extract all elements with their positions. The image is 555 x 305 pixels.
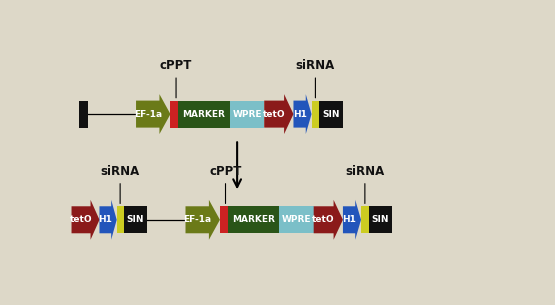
Polygon shape (314, 200, 343, 240)
Bar (228, 206, 279, 233)
Bar (170, 101, 178, 127)
Bar (369, 206, 392, 233)
Polygon shape (99, 200, 117, 240)
Text: cPPT: cPPT (209, 165, 241, 203)
Text: SIN: SIN (322, 109, 340, 119)
Text: cPPT: cPPT (160, 59, 192, 98)
Bar (117, 206, 124, 233)
Polygon shape (72, 200, 99, 240)
Text: MARKER: MARKER (232, 215, 275, 224)
Text: siRNA: siRNA (345, 165, 385, 203)
Text: SIN: SIN (127, 215, 144, 224)
Bar (124, 206, 147, 233)
Bar (361, 206, 369, 233)
Text: tetO: tetO (70, 215, 92, 224)
Text: MARKER: MARKER (183, 109, 225, 119)
Polygon shape (294, 94, 311, 134)
Text: EF-1a: EF-1a (134, 109, 162, 119)
Text: EF-1a: EF-1a (183, 215, 211, 224)
Text: WPRE: WPRE (282, 215, 311, 224)
Text: tetO: tetO (312, 215, 335, 224)
Polygon shape (136, 94, 170, 134)
Text: H1: H1 (98, 215, 112, 224)
Text: WPRE: WPRE (232, 109, 262, 119)
Bar (279, 206, 314, 233)
Text: tetO: tetO (263, 109, 285, 119)
Bar (79, 101, 88, 127)
Polygon shape (343, 200, 361, 240)
Bar (230, 101, 264, 127)
Bar (319, 101, 343, 127)
Polygon shape (185, 200, 220, 240)
Polygon shape (264, 94, 294, 134)
Text: siRNA: siRNA (296, 59, 335, 98)
Text: H1: H1 (292, 109, 306, 119)
Bar (178, 101, 230, 127)
Bar (311, 101, 319, 127)
Text: SIN: SIN (372, 215, 389, 224)
Text: H1: H1 (342, 215, 356, 224)
Text: siRNA: siRNA (100, 165, 140, 203)
Bar (220, 206, 228, 233)
